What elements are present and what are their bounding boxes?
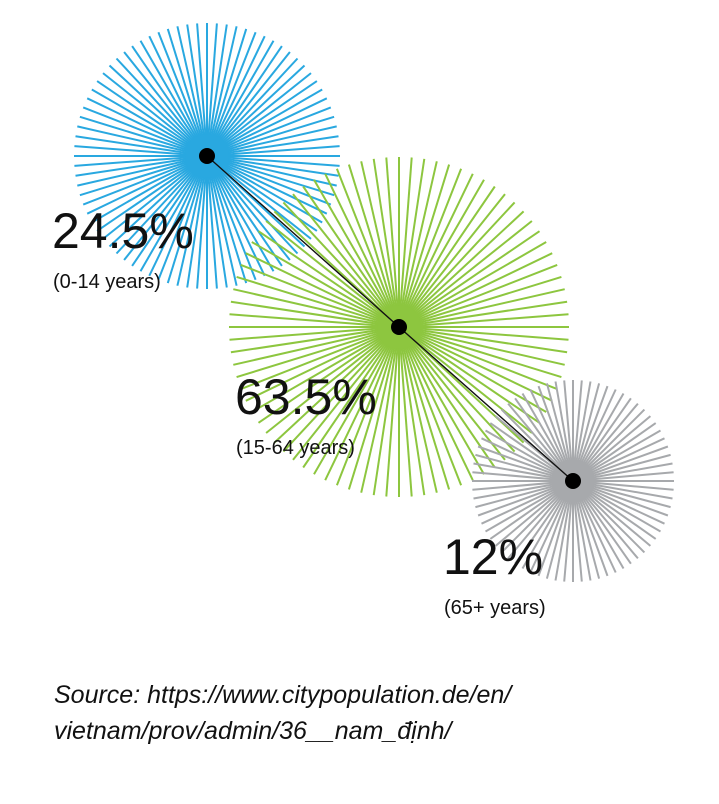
center-dot-1	[391, 319, 407, 335]
category-label-0-14: (0-14 years)	[53, 271, 161, 293]
value-label-15-64: 63.5%	[235, 369, 377, 425]
center-dots-layer	[199, 148, 581, 489]
center-dot-0	[199, 148, 215, 164]
burst-2	[472, 380, 674, 582]
value-label-0-14: 24.5%	[52, 203, 194, 259]
category-label-65-plus: (65+ years)	[444, 597, 546, 619]
bursts-layer	[74, 23, 674, 582]
source-line-1: Source: https://www.citypopulation.de/en…	[54, 681, 512, 709]
source-note: Source: https://www.citypopulation.de/en…	[54, 677, 694, 749]
category-label-15-64: (15-64 years)	[236, 437, 355, 459]
center-dot-2	[565, 473, 581, 489]
value-label-65-plus: 12%	[443, 529, 543, 585]
source-line-2: vietnam/prov/admin/36__nam_định/	[54, 717, 452, 745]
